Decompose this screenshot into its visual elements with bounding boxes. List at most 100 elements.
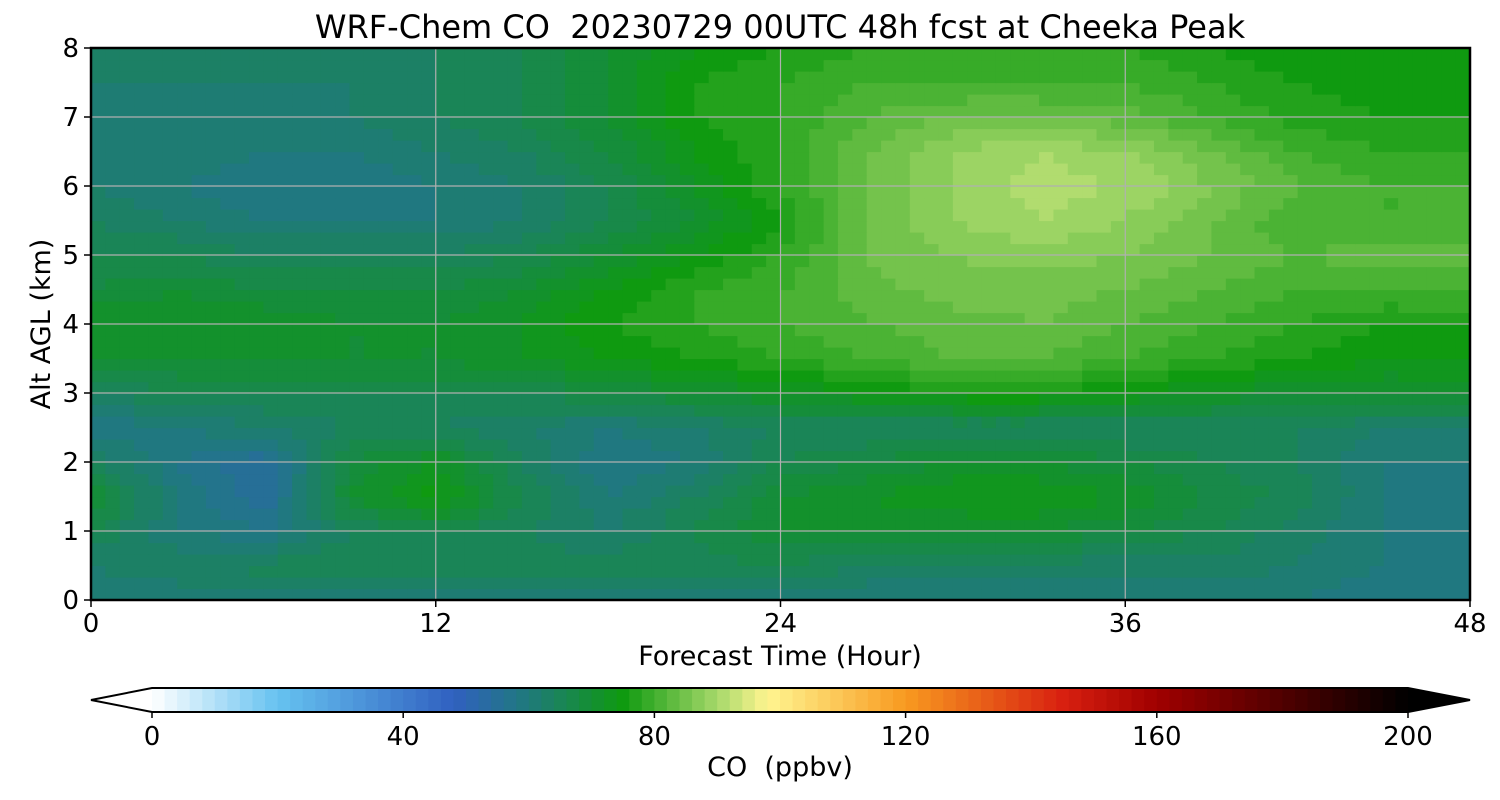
heatmap-cell — [450, 48, 466, 61]
heatmap-cell — [277, 393, 293, 406]
heatmap-cell — [1139, 82, 1155, 95]
heatmap-cell — [1110, 209, 1126, 222]
heatmap-cell — [924, 439, 940, 452]
heatmap-cell — [909, 209, 925, 222]
heatmap-cell — [450, 82, 466, 95]
heatmap-cell — [723, 289, 738, 302]
colorbar-tick-label: 120 — [881, 722, 931, 752]
heatmap-cell — [737, 278, 753, 291]
heatmap-cell — [723, 508, 738, 521]
heatmap-cell — [349, 335, 365, 348]
heatmap-cell — [1369, 105, 1385, 118]
heatmap-cell — [737, 82, 753, 95]
heatmap-cell — [320, 232, 336, 245]
heatmap-cell — [220, 404, 236, 417]
heatmap-cell — [938, 140, 954, 153]
heatmap-cell — [1340, 519, 1356, 532]
heatmap-cell — [1441, 163, 1457, 176]
heatmap-cell — [91, 324, 106, 337]
colorbar-swatch — [817, 688, 831, 712]
heatmap-cell — [866, 312, 882, 325]
heatmap-cell — [1398, 542, 1414, 555]
heatmap-cell — [866, 117, 882, 130]
heatmap-cell — [1096, 59, 1112, 72]
heatmap-cell — [392, 289, 408, 302]
heatmap-cell — [550, 94, 566, 107]
heatmap-cell — [464, 542, 480, 555]
heatmap-cell — [277, 94, 293, 107]
heatmap-cell — [1426, 289, 1442, 302]
heatmap-cell — [464, 140, 480, 153]
heatmap-cell — [550, 577, 566, 590]
heatmap-cell — [1398, 531, 1414, 544]
heatmap-cell — [1153, 289, 1169, 302]
heatmap-cell — [995, 128, 1011, 141]
heatmap-cell — [1254, 381, 1270, 394]
heatmap-cell — [277, 140, 293, 153]
heatmap-cell — [536, 531, 552, 544]
heatmap-cell — [938, 220, 954, 233]
heatmap-cell — [191, 174, 207, 187]
heatmap-cell — [751, 439, 767, 452]
heatmap-cell — [205, 140, 221, 153]
heatmap-cell — [249, 209, 264, 222]
heatmap-cell — [1096, 197, 1112, 210]
colorbar-swatch — [1207, 688, 1221, 712]
heatmap-cell — [435, 59, 451, 72]
heatmap-cell — [579, 404, 595, 417]
heatmap-cell — [1039, 151, 1055, 164]
heatmap-cell — [148, 439, 164, 452]
heatmap-cell — [1096, 519, 1112, 532]
heatmap-cell — [148, 71, 164, 84]
heatmap-cell — [1153, 151, 1169, 164]
colorbar-swatch — [252, 688, 266, 712]
heatmap-cell — [909, 439, 925, 452]
heatmap-cell — [1211, 370, 1227, 383]
heatmap-cell — [1297, 542, 1313, 555]
heatmap-cell — [349, 370, 365, 383]
heatmap-cell — [723, 48, 738, 61]
heatmap-cell — [938, 266, 954, 279]
heatmap-cell — [622, 71, 638, 84]
heatmap-cell — [521, 278, 537, 291]
heatmap-cell — [1024, 94, 1040, 107]
heatmap-cell — [1311, 450, 1327, 463]
heatmap-cell — [751, 117, 767, 130]
x-tick-label: 24 — [764, 609, 797, 639]
heatmap-cell — [593, 140, 609, 153]
heatmap-cell — [981, 404, 997, 417]
heatmap-cell — [780, 151, 796, 164]
heatmap-cell — [1340, 335, 1356, 348]
heatmap-cell — [1369, 427, 1385, 440]
heatmap-cell — [1053, 370, 1069, 383]
heatmap-cell — [665, 82, 681, 95]
heatmap-cell — [694, 301, 710, 314]
heatmap-cell — [536, 588, 552, 600]
heatmap-cell — [550, 565, 566, 578]
heatmap-cell — [162, 243, 178, 256]
heatmap-cell — [177, 82, 193, 95]
heatmap-cell — [593, 312, 609, 325]
heatmap-cell — [493, 439, 509, 452]
heatmap-cell — [636, 485, 652, 498]
heatmap-cell — [134, 370, 150, 383]
heatmap-cell — [1182, 151, 1198, 164]
heatmap-cell — [565, 485, 580, 498]
heatmap-cell — [363, 324, 379, 337]
heatmap-cell — [924, 324, 940, 337]
heatmap-cell — [866, 404, 882, 417]
heatmap-cell — [1455, 404, 1470, 417]
heatmap-cell — [220, 358, 236, 371]
heatmap-cell — [91, 427, 106, 440]
heatmap-cell — [249, 266, 264, 279]
heatmap-cell — [1125, 335, 1141, 348]
heatmap-cell — [1426, 220, 1442, 233]
heatmap-cell — [1010, 174, 1026, 187]
heatmap-cell — [780, 301, 796, 314]
heatmap-cell — [1039, 128, 1055, 141]
heatmap-cell — [952, 565, 968, 578]
heatmap-cell — [177, 140, 193, 153]
heatmap-cell — [91, 508, 106, 521]
heatmap-cell — [435, 335, 451, 348]
heatmap-cell — [191, 289, 207, 302]
